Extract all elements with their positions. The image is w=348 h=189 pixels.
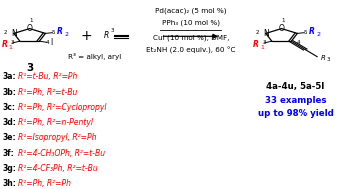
Text: 2: 2 [3,30,7,35]
Text: R¹=Ph, R²=Cyclopropyl: R¹=Ph, R²=Cyclopropyl [17,103,106,112]
Text: up to 98% yield: up to 98% yield [258,109,333,118]
Text: I: I [50,38,52,47]
Text: 3: 3 [26,63,33,73]
Text: R¹=Ph, R²=Ph: R¹=Ph, R²=Ph [17,179,71,188]
Text: R³ = alkyl, aryl: R³ = alkyl, aryl [68,53,121,60]
Text: 4: 4 [45,40,49,45]
Text: R: R [1,40,7,49]
Text: 1: 1 [261,45,264,50]
Text: R: R [309,27,315,36]
Text: Pd(acac)₂ (5 mol %): Pd(acac)₂ (5 mol %) [155,8,227,14]
Text: 3g:: 3g: [3,164,17,173]
Text: R¹=Isopropyl, R²=Ph: R¹=Isopropyl, R²=Ph [17,133,96,143]
Text: 3h:: 3h: [3,179,17,188]
Text: R: R [253,40,259,49]
Text: N: N [263,29,269,38]
Text: R¹=Ph, R²=n-Pentyl: R¹=Ph, R²=n-Pentyl [17,118,93,127]
Text: 3b:: 3b: [3,88,17,97]
Text: 3c:: 3c: [3,103,16,112]
Text: 3: 3 [327,57,330,62]
Text: R¹=t-Bu, R²=Ph: R¹=t-Bu, R²=Ph [17,72,77,81]
Text: R: R [104,31,109,40]
Text: 5: 5 [303,30,307,35]
Text: 3: 3 [10,40,14,45]
Text: +: + [80,29,92,43]
Text: 2: 2 [64,32,68,37]
Text: O: O [279,24,285,33]
Text: 2: 2 [316,32,320,37]
Text: 1: 1 [9,45,13,50]
Text: 3a:: 3a: [3,72,17,81]
Text: Et₂NH (2.0 equiv.), 60 °C: Et₂NH (2.0 equiv.), 60 °C [146,47,236,54]
Text: 2: 2 [255,30,259,35]
Text: 4a-4u, 5a-5l: 4a-4u, 5a-5l [266,82,325,91]
Text: 3e:: 3e: [3,133,17,143]
Text: PPh₃ (10 mol %): PPh₃ (10 mol %) [162,20,220,26]
Text: CuI (10 mol %), DMF,: CuI (10 mol %), DMF, [153,34,229,41]
Text: 3f:: 3f: [3,149,15,158]
Text: 3d:: 3d: [3,118,17,127]
Text: 33 examples: 33 examples [264,96,326,105]
Text: R¹=Ph, R²=t-Bu: R¹=Ph, R²=t-Bu [17,88,77,97]
Text: N: N [11,29,17,38]
Text: 1: 1 [282,18,285,23]
Text: 3: 3 [262,40,266,45]
Text: R¹=4-CF₃Ph, R²=t-Bu: R¹=4-CF₃Ph, R²=t-Bu [17,164,97,173]
Text: O: O [27,24,33,33]
Text: 1: 1 [30,18,33,23]
Text: 4: 4 [297,40,301,45]
Text: 3: 3 [110,28,114,33]
Text: 5: 5 [51,30,55,35]
Text: R: R [57,27,63,36]
Text: R: R [321,55,326,61]
Text: R¹=4-CH₃OPh, R²=t-Bu: R¹=4-CH₃OPh, R²=t-Bu [17,149,105,158]
